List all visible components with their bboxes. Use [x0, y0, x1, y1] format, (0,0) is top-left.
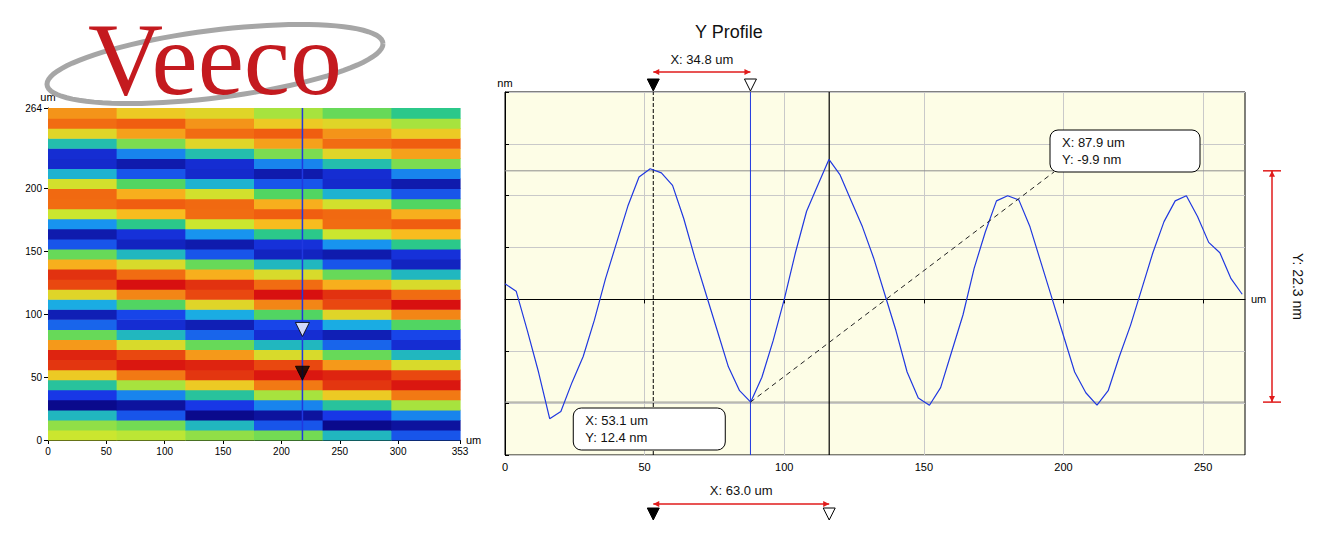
- svg-text:150: 150: [25, 246, 42, 257]
- svg-text:264: 264: [25, 103, 42, 114]
- svg-text:um: um: [1251, 293, 1266, 305]
- svg-text:250: 250: [1194, 461, 1212, 473]
- svg-text:Y: 12.4 nm: Y: 12.4 nm: [585, 430, 647, 445]
- svg-text:200: 200: [1054, 461, 1072, 473]
- svg-text:50: 50: [638, 461, 650, 473]
- svg-text:50: 50: [101, 446, 113, 457]
- svg-text:150: 150: [215, 446, 232, 457]
- svg-text:Y: -9.9 nm: Y: -9.9 nm: [1062, 152, 1121, 167]
- svg-text:50: 50: [31, 372, 43, 383]
- svg-text:Veeco: Veeco: [88, 1, 342, 116]
- svg-text:0: 0: [36, 435, 42, 446]
- svg-text:X: 87.9 um: X: 87.9 um: [1062, 135, 1125, 150]
- svg-text:X: 63.0 um: X: 63.0 um: [710, 483, 773, 498]
- svg-text:200: 200: [25, 183, 42, 194]
- svg-text:100: 100: [156, 446, 173, 457]
- svg-text:um: um: [40, 90, 56, 103]
- svg-text:100: 100: [25, 309, 42, 320]
- svg-text:0: 0: [502, 461, 508, 473]
- svg-text:Y: 22.3 nm: Y: 22.3 nm: [1290, 253, 1306, 320]
- svg-text:250: 250: [331, 446, 348, 457]
- svg-text:200: 200: [273, 446, 290, 457]
- svg-text:300: 300: [390, 446, 407, 457]
- svg-text:Y Profile: Y Profile: [695, 22, 763, 42]
- svg-text:150: 150: [915, 461, 933, 473]
- svg-text:353: 353: [452, 446, 469, 457]
- svg-text:100: 100: [775, 461, 793, 473]
- svg-text:0: 0: [45, 446, 51, 457]
- svg-text:X: 53.1 um: X: 53.1 um: [585, 413, 648, 428]
- svg-text:nm: nm: [497, 77, 512, 89]
- svg-text:X: 34.8 um: X: 34.8 um: [670, 52, 733, 67]
- svg-text:um: um: [466, 434, 481, 446]
